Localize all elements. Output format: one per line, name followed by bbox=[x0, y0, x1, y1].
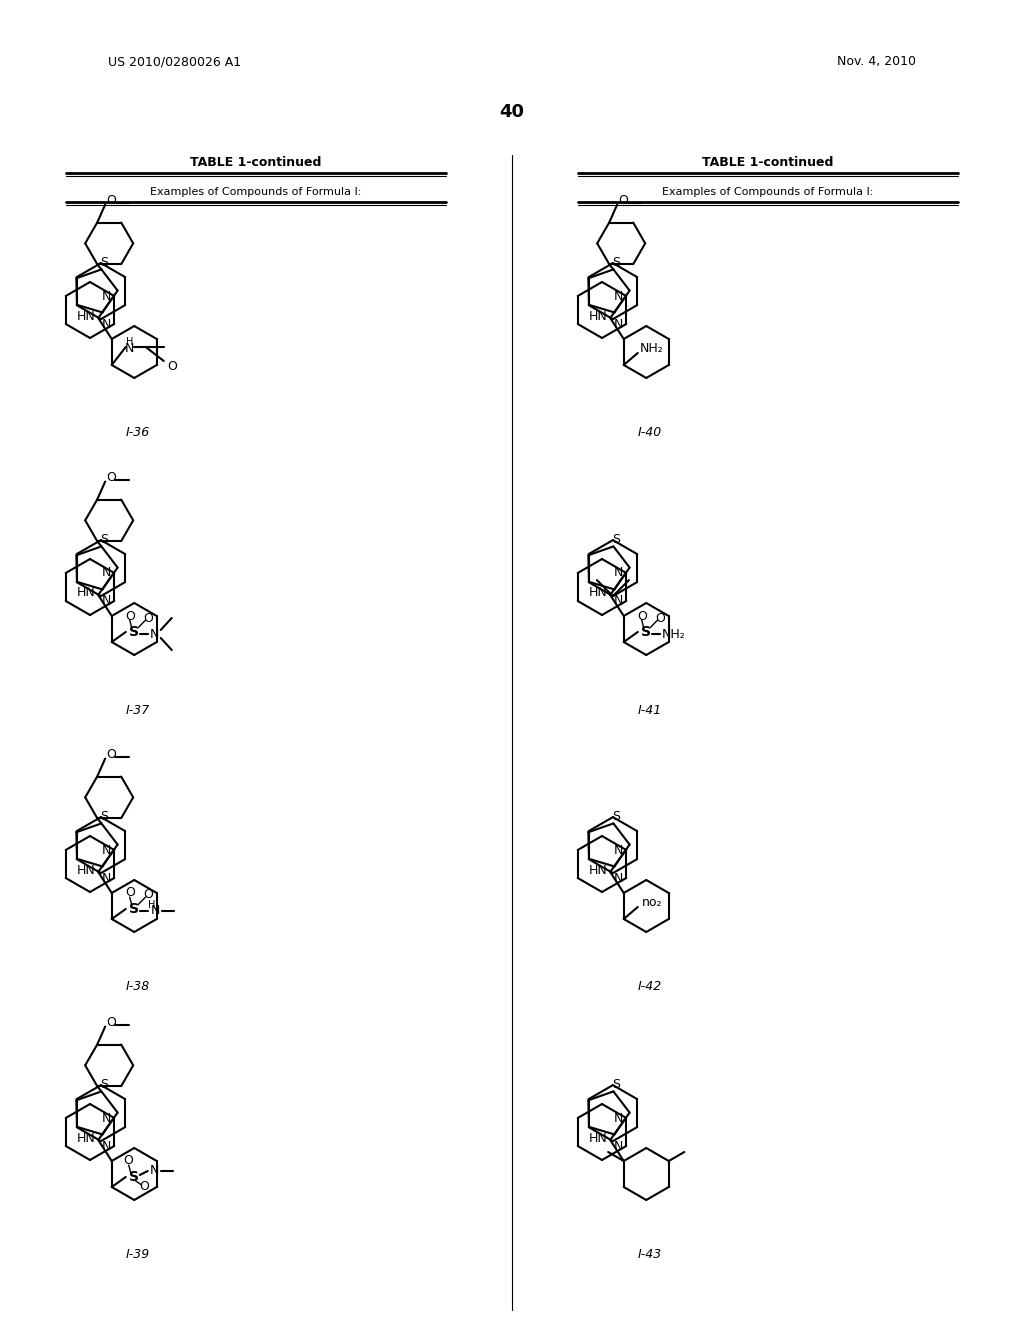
Text: TABLE 1-continued: TABLE 1-continued bbox=[702, 157, 834, 169]
Text: S: S bbox=[100, 1078, 109, 1090]
Text: HN: HN bbox=[77, 863, 95, 876]
Text: N: N bbox=[613, 871, 623, 884]
Text: N: N bbox=[101, 871, 111, 884]
Text: O: O bbox=[142, 611, 153, 624]
Text: N: N bbox=[101, 1139, 111, 1152]
Text: N: N bbox=[101, 289, 111, 302]
Text: O: O bbox=[123, 1155, 133, 1167]
Text: O: O bbox=[654, 611, 665, 624]
Text: I-38: I-38 bbox=[126, 981, 151, 994]
Text: HN: HN bbox=[77, 309, 95, 322]
Text: 40: 40 bbox=[500, 103, 524, 121]
Text: O: O bbox=[106, 471, 116, 484]
Text: HN: HN bbox=[77, 586, 95, 599]
Text: N: N bbox=[613, 566, 623, 579]
Text: N: N bbox=[613, 289, 623, 302]
Text: O: O bbox=[637, 610, 647, 623]
Text: O: O bbox=[125, 610, 135, 623]
Text: US 2010/0280026 A1: US 2010/0280026 A1 bbox=[108, 55, 241, 69]
Text: S: S bbox=[100, 533, 109, 546]
Text: I-37: I-37 bbox=[126, 704, 151, 717]
Text: TABLE 1-continued: TABLE 1-continued bbox=[190, 157, 322, 169]
Text: S: S bbox=[612, 256, 621, 269]
Text: HN: HN bbox=[589, 586, 607, 599]
Text: O: O bbox=[125, 887, 135, 899]
Text: I-41: I-41 bbox=[638, 704, 663, 717]
Text: N: N bbox=[125, 342, 134, 355]
Text: Examples of Compounds of Formula I:: Examples of Compounds of Formula I: bbox=[151, 187, 361, 197]
Text: N: N bbox=[101, 843, 111, 857]
Text: Examples of Compounds of Formula I:: Examples of Compounds of Formula I: bbox=[663, 187, 873, 197]
Text: N: N bbox=[101, 566, 111, 579]
Text: Nov. 4, 2010: Nov. 4, 2010 bbox=[837, 55, 916, 69]
Text: O: O bbox=[139, 1180, 148, 1193]
Text: N: N bbox=[613, 843, 623, 857]
Text: S: S bbox=[129, 1170, 138, 1184]
Text: N: N bbox=[613, 1139, 623, 1152]
Text: I-39: I-39 bbox=[126, 1249, 151, 1262]
Text: N: N bbox=[613, 1111, 623, 1125]
Text: NH₂: NH₂ bbox=[662, 627, 686, 640]
Text: H: H bbox=[148, 900, 156, 909]
Text: I-40: I-40 bbox=[638, 426, 663, 440]
Text: S: S bbox=[129, 624, 138, 639]
Text: N: N bbox=[152, 904, 161, 917]
Text: HN: HN bbox=[589, 309, 607, 322]
Text: S: S bbox=[612, 533, 621, 546]
Text: I-42: I-42 bbox=[638, 981, 663, 994]
Text: S: S bbox=[612, 1078, 621, 1090]
Text: N: N bbox=[151, 627, 160, 640]
Text: H: H bbox=[126, 337, 133, 347]
Text: S: S bbox=[100, 810, 109, 822]
Text: O: O bbox=[106, 194, 116, 207]
Text: I-43: I-43 bbox=[638, 1249, 663, 1262]
Text: no₂: no₂ bbox=[641, 896, 662, 909]
Text: HN: HN bbox=[589, 1131, 607, 1144]
Text: NH₂: NH₂ bbox=[640, 342, 664, 355]
Text: N: N bbox=[613, 594, 623, 607]
Text: O: O bbox=[106, 1016, 116, 1030]
Text: S: S bbox=[100, 256, 109, 269]
Text: HN: HN bbox=[589, 863, 607, 876]
Text: N: N bbox=[101, 1111, 111, 1125]
Text: N: N bbox=[101, 318, 111, 330]
Text: N: N bbox=[151, 1164, 160, 1177]
Text: S: S bbox=[129, 902, 138, 916]
Text: N: N bbox=[101, 594, 111, 607]
Text: S: S bbox=[612, 810, 621, 822]
Text: I-36: I-36 bbox=[126, 426, 151, 440]
Text: O: O bbox=[106, 748, 116, 762]
Text: O: O bbox=[618, 194, 628, 207]
Text: S: S bbox=[641, 624, 650, 639]
Text: O: O bbox=[167, 360, 177, 374]
Text: O: O bbox=[142, 888, 153, 902]
Text: N: N bbox=[613, 318, 623, 330]
Text: HN: HN bbox=[77, 1131, 95, 1144]
